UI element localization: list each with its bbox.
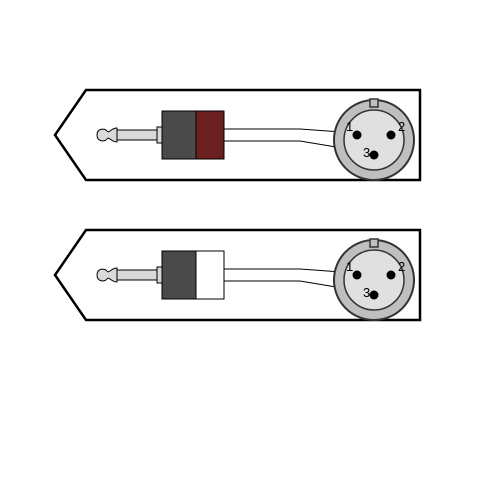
ts-jack bbox=[97, 251, 224, 299]
connector-row: 1 2 3 bbox=[55, 90, 420, 180]
wiring-diagram: 123123 bbox=[0, 0, 500, 500]
jack-tip-icon bbox=[97, 128, 117, 142]
xlr-pin bbox=[370, 291, 379, 300]
xlr-pin-label: 3 bbox=[363, 145, 370, 160]
xlr-pin-label: 2 bbox=[398, 259, 405, 274]
xlr-key-notch bbox=[370, 99, 378, 107]
jack-body bbox=[162, 251, 196, 299]
xlr-pin bbox=[387, 131, 396, 140]
xlr-pin bbox=[353, 271, 362, 280]
jack-shaft bbox=[117, 130, 157, 140]
xlr-connector: 1 2 3 bbox=[334, 239, 414, 320]
xlr-pin bbox=[387, 271, 396, 280]
xlr-connector: 1 2 3 bbox=[334, 99, 414, 180]
xlr-pin-label: 3 bbox=[363, 285, 370, 300]
jack-body bbox=[162, 111, 196, 159]
jack-sleeve bbox=[196, 251, 224, 299]
xlr-pin bbox=[353, 131, 362, 140]
xlr-pin-label: 1 bbox=[346, 119, 353, 134]
jack-shaft bbox=[117, 270, 157, 280]
xlr-pin-label: 1 bbox=[346, 259, 353, 274]
xlr-pin-label: 2 bbox=[398, 119, 405, 134]
jack-collar bbox=[157, 267, 162, 283]
jack-collar bbox=[157, 127, 162, 143]
connector-row: 1 2 3 bbox=[55, 230, 420, 320]
jack-sleeve bbox=[196, 111, 224, 159]
ts-jack bbox=[97, 111, 224, 159]
jack-tip-icon bbox=[97, 268, 117, 282]
xlr-pin bbox=[370, 151, 379, 160]
xlr-key-notch bbox=[370, 239, 378, 247]
